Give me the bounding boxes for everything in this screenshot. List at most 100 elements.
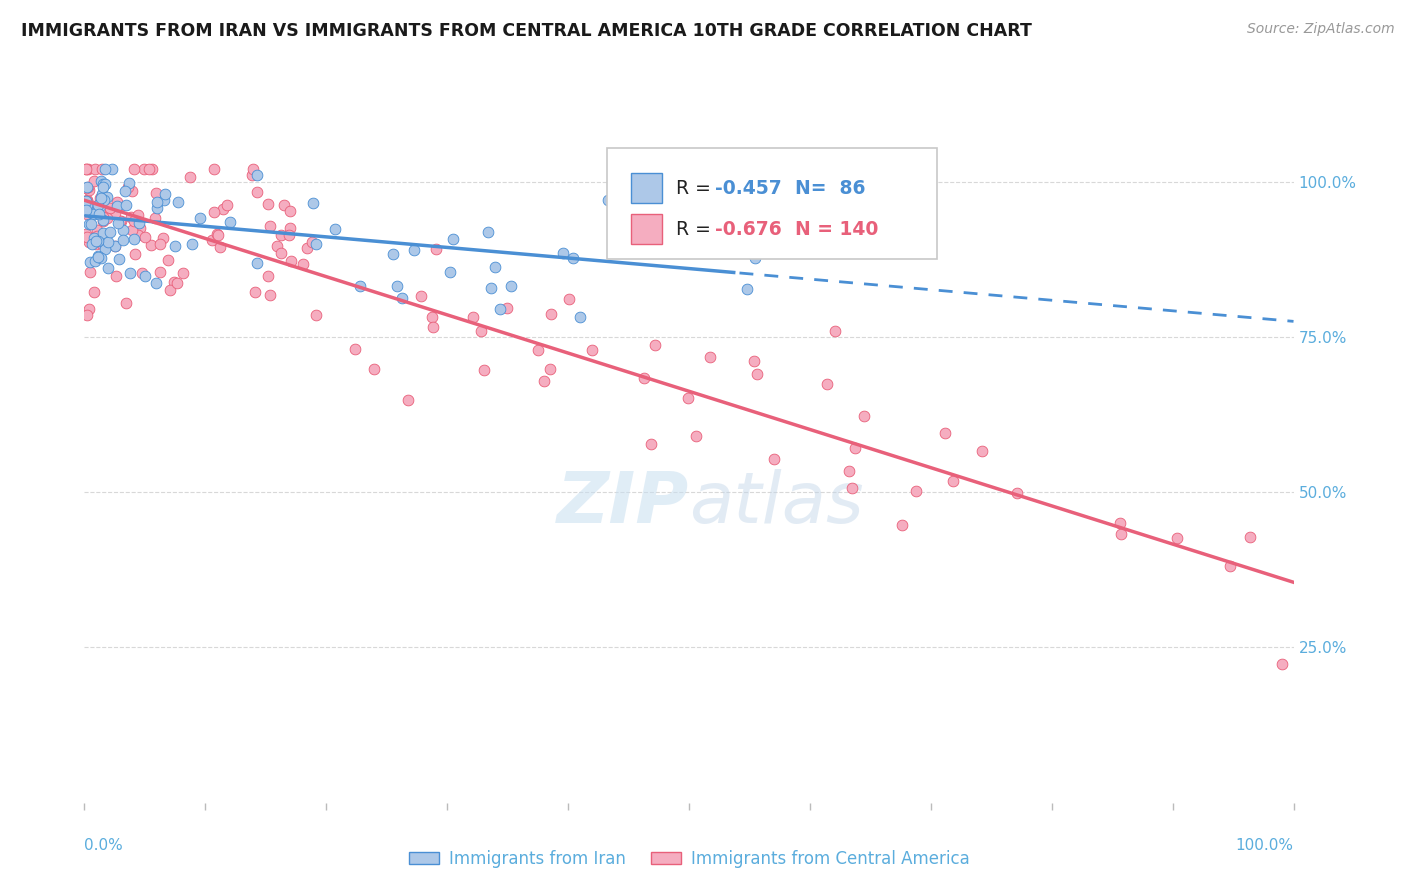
Text: -0.676: -0.676	[716, 219, 782, 239]
Point	[297, 241, 319, 255]
Point	[273, 198, 295, 212]
Point	[132, 162, 155, 177]
Point	[301, 235, 323, 249]
Point	[112, 223, 135, 237]
Point	[349, 279, 371, 293]
Point	[121, 185, 143, 199]
Point	[323, 221, 346, 235]
Text: N=  86: N= 86	[796, 178, 866, 198]
Point	[152, 231, 174, 245]
Point	[159, 283, 181, 297]
Point	[644, 338, 666, 352]
Point	[420, 310, 443, 325]
Point	[162, 275, 184, 289]
Point	[131, 266, 153, 280]
Text: Source: ZipAtlas.com: Source: ZipAtlas.com	[1247, 22, 1395, 37]
Point	[98, 207, 121, 221]
Point	[111, 233, 134, 247]
Point	[638, 228, 661, 243]
Point	[744, 251, 766, 265]
Point	[266, 238, 288, 252]
Point	[82, 199, 104, 213]
Point	[246, 185, 269, 199]
Point	[472, 363, 495, 377]
Point	[90, 251, 112, 265]
Point	[501, 279, 523, 293]
Point	[107, 252, 129, 266]
Point	[391, 291, 413, 305]
Point	[1108, 516, 1130, 531]
Point	[402, 244, 425, 258]
Point	[270, 228, 292, 243]
Point	[581, 343, 603, 358]
Point	[105, 194, 128, 209]
Text: N = 140: N = 140	[796, 219, 879, 239]
Point	[82, 205, 104, 219]
Point	[762, 452, 785, 467]
Point	[149, 236, 172, 251]
Point	[77, 302, 100, 317]
Point	[188, 211, 211, 225]
Point	[77, 217, 100, 231]
Point	[211, 202, 233, 216]
Point	[259, 288, 281, 302]
Point	[815, 376, 838, 391]
Point	[134, 229, 156, 244]
Point	[633, 371, 655, 385]
Point	[105, 268, 128, 283]
Point	[305, 308, 328, 322]
Point	[77, 179, 100, 194]
Point	[107, 216, 129, 230]
Point	[640, 437, 662, 451]
Point	[86, 223, 108, 237]
Point	[75, 180, 97, 194]
Point	[94, 162, 117, 177]
Point	[122, 232, 145, 246]
Point	[75, 162, 97, 177]
Point	[242, 162, 264, 177]
Point	[141, 162, 163, 177]
Point	[108, 214, 131, 228]
Point	[441, 232, 464, 246]
Point	[461, 310, 484, 325]
Point	[838, 464, 860, 478]
Point	[363, 362, 385, 376]
Point	[122, 214, 145, 228]
Point	[942, 474, 965, 488]
Point	[477, 225, 499, 239]
Point	[624, 224, 647, 238]
Point	[80, 208, 103, 222]
Point	[121, 223, 143, 237]
Point	[115, 296, 138, 310]
Point	[201, 234, 224, 248]
Point	[76, 194, 98, 209]
Point	[301, 196, 323, 211]
Point	[83, 285, 105, 299]
Point	[83, 231, 105, 245]
Point	[90, 237, 112, 252]
Point	[553, 246, 575, 260]
Point	[209, 240, 232, 254]
Point	[97, 260, 120, 275]
Point	[76, 180, 98, 194]
Text: atlas: atlas	[689, 469, 863, 538]
Point	[91, 213, 114, 227]
Point	[91, 180, 114, 194]
Point	[841, 481, 863, 495]
Point	[83, 207, 105, 221]
Point	[270, 245, 292, 260]
Point	[83, 174, 105, 188]
Point	[84, 237, 107, 252]
Point	[75, 162, 97, 177]
Text: 100.0%: 100.0%	[1236, 838, 1294, 854]
Point	[127, 228, 149, 243]
Point	[91, 177, 114, 191]
Legend: Immigrants from Iran, Immigrants from Central America: Immigrants from Iran, Immigrants from Ce…	[402, 843, 976, 874]
Point	[79, 265, 101, 279]
Point	[745, 367, 768, 381]
Point	[77, 235, 100, 249]
Point	[143, 211, 166, 226]
Point	[207, 228, 229, 243]
Point	[181, 236, 204, 251]
Point	[425, 242, 447, 256]
